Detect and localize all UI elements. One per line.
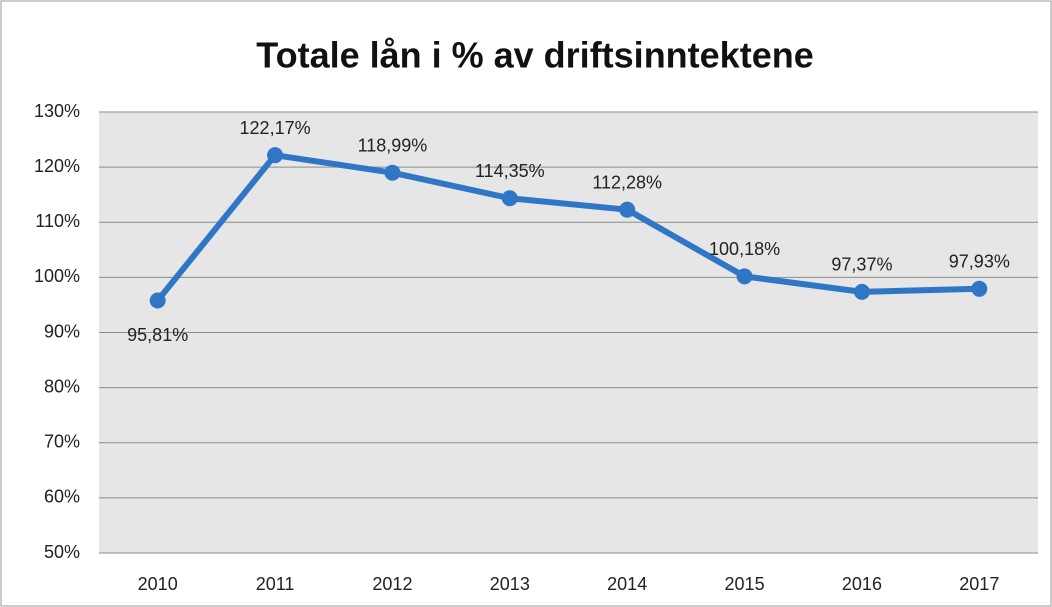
- x-tick-label: 2010: [138, 574, 178, 594]
- data-label: 97,37%: [831, 255, 892, 275]
- y-tick-label: 130%: [34, 101, 80, 121]
- marker: [853, 283, 870, 300]
- x-tick-label: 2016: [842, 574, 882, 594]
- y-tick-label: 110%: [35, 211, 80, 231]
- marker: [736, 268, 753, 285]
- y-tick-label: 120%: [34, 156, 80, 176]
- marker: [501, 190, 518, 207]
- chart-title: Totale lån i % av driftsinntektene: [256, 35, 813, 76]
- data-label: 114,35%: [475, 161, 545, 181]
- data-label: 100,18%: [709, 239, 780, 259]
- data-label: 122,17%: [240, 118, 311, 138]
- y-tick-label: 80%: [44, 376, 80, 396]
- data-label: 118,99%: [358, 135, 428, 155]
- marker: [384, 164, 401, 181]
- y-tick-label: 90%: [44, 321, 80, 341]
- y-tick-label: 100%: [34, 266, 80, 286]
- y-tick-label: 50%: [44, 542, 80, 562]
- line: [155, 152, 980, 303]
- data-label: 97,93%: [949, 252, 1010, 272]
- x-tick-label: 2014: [607, 574, 647, 594]
- marker: [267, 147, 284, 164]
- x-tick-label: 2013: [490, 574, 530, 594]
- y-tick-label: 70%: [44, 432, 80, 452]
- x-tick-label: 2017: [959, 574, 999, 594]
- x-tick-label: 2015: [725, 574, 765, 594]
- marker: [149, 292, 166, 309]
- y-tick-label: 60%: [44, 487, 80, 507]
- data-label: 112,28%: [592, 172, 662, 192]
- x-tick-label: 2012: [372, 574, 412, 594]
- x-tick-label: 2011: [256, 574, 295, 594]
- marker: [619, 201, 636, 218]
- marker: [971, 280, 988, 297]
- data-label: 95,81%: [127, 325, 188, 345]
